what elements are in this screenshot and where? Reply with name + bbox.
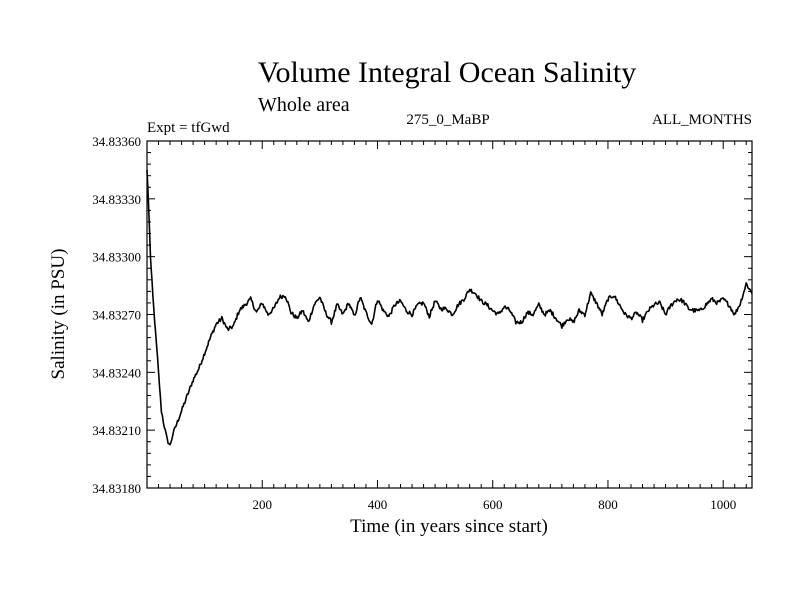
x-axis-label: Time (in years since start): [350, 516, 548, 537]
x-axis-ticks: 200 400 600 800 1000: [158, 141, 747, 512]
y-tick-label: 34.83210: [92, 423, 141, 438]
plot-frame: [146, 140, 753, 489]
x-tick-label: 400: [368, 497, 388, 512]
experiment-label: Expt = tfGwd: [147, 120, 230, 136]
y-tick-label: 34.83180: [92, 481, 141, 496]
y-axis-ticks: 34.83180 34.83210 34.83240 34.83270 34.83300…: [92, 134, 752, 496]
x-tick-label: 600: [483, 497, 503, 512]
y-tick-label: 34.83330: [92, 192, 141, 207]
months-label: ALL_MONTHS: [652, 112, 752, 128]
y-tick-label: 34.83240: [92, 365, 141, 380]
y-tick-label: 34.83300: [92, 250, 141, 265]
y-tick-label: 34.83360: [92, 134, 141, 149]
chart-title: Volume Integral Ocean Salinity: [258, 56, 637, 89]
y-tick-label: 34.83270: [92, 308, 141, 323]
y-axis-label: Salinity (in PSU): [48, 249, 69, 380]
x-tick-label: 200: [252, 497, 272, 512]
x-tick-label: 1000: [710, 497, 736, 512]
x-tick-label: 800: [598, 497, 618, 512]
chart-subtitle: Whole area: [258, 94, 350, 116]
series-line-salinity: [146, 169, 753, 446]
period-label: 275_0_MaBP: [406, 112, 489, 128]
